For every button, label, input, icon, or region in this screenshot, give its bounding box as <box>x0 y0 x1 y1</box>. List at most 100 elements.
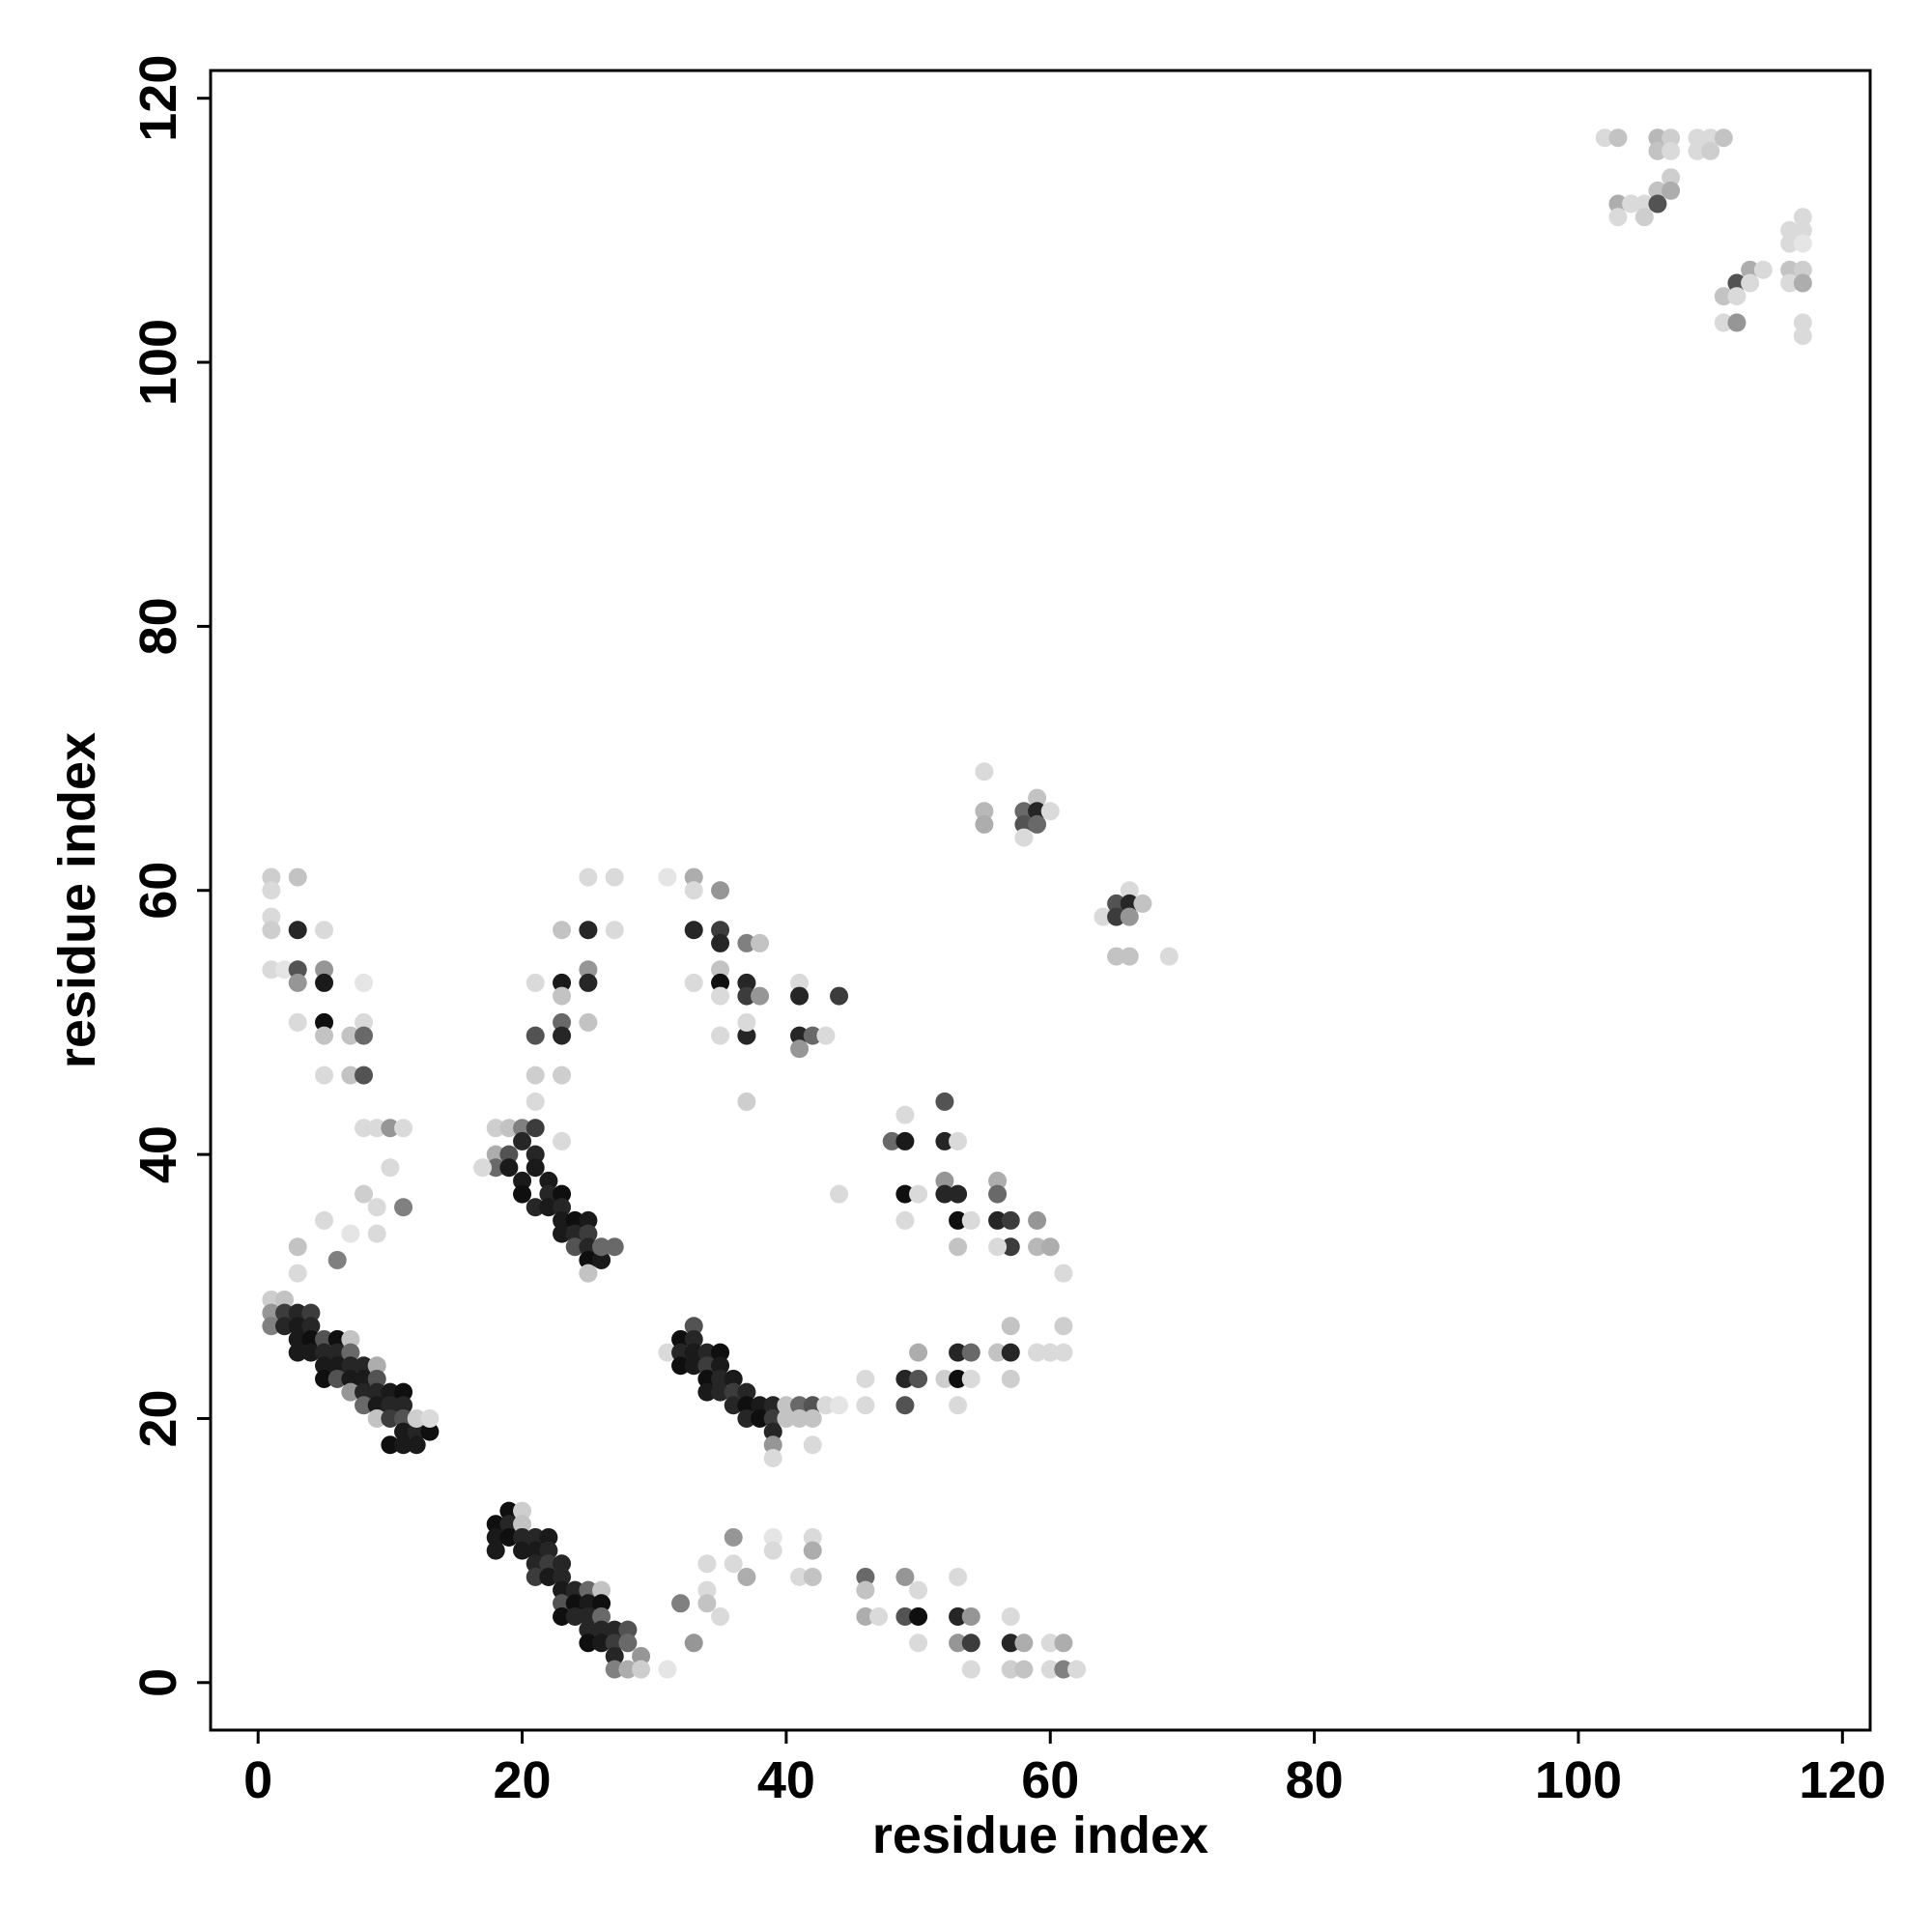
x-tick-label: 0 <box>243 1751 272 1809</box>
contact-point <box>1028 1210 1047 1230</box>
contact-point <box>909 1634 928 1653</box>
contact-point <box>579 960 598 980</box>
contact-point <box>711 881 730 900</box>
contact-point <box>1701 128 1720 148</box>
contact-point <box>949 1184 968 1204</box>
contact-point <box>288 1329 307 1349</box>
contact-point <box>988 1210 1008 1230</box>
contact-point <box>565 1594 584 1613</box>
contact-point <box>539 1198 558 1217</box>
contact-point <box>1001 1634 1020 1653</box>
contact-point <box>288 960 307 980</box>
contact-point <box>407 1422 426 1441</box>
contact-point <box>1608 208 1628 227</box>
x-tick-label: 40 <box>757 1751 815 1809</box>
contact-point <box>579 1250 598 1269</box>
contact-point <box>1793 273 1812 293</box>
contact-point <box>803 1435 822 1455</box>
contact-point <box>790 986 810 1006</box>
contact-point <box>1595 128 1614 148</box>
contact-point <box>288 1303 307 1322</box>
contact-point <box>618 1634 638 1653</box>
contact-point <box>895 1184 915 1204</box>
contact-point <box>579 1264 598 1283</box>
contact-point <box>513 1501 532 1520</box>
contact-point <box>961 1210 980 1230</box>
contact-point <box>1001 1237 1020 1257</box>
contact-point <box>856 1606 875 1626</box>
contact-point <box>301 1317 321 1336</box>
contact-point <box>1054 1343 1073 1362</box>
contact-point <box>684 1356 703 1376</box>
contact-point <box>988 1171 1008 1190</box>
contact-point <box>579 1237 598 1257</box>
contact-point <box>1662 181 1681 200</box>
contact-point <box>671 1329 691 1349</box>
contact-point <box>394 1119 413 1138</box>
contact-point <box>1054 1660 1073 1679</box>
y-tick-label: 100 <box>129 319 187 406</box>
contact-point <box>355 1356 374 1376</box>
contact-point <box>262 960 281 980</box>
contact-point <box>394 1198 413 1217</box>
contact-point <box>579 1634 598 1653</box>
contact-point <box>816 1396 836 1415</box>
contact-point <box>1014 1634 1034 1653</box>
contact-point <box>737 1012 756 1032</box>
contact-point <box>592 1580 611 1600</box>
contact-point <box>763 1422 782 1441</box>
contact-point <box>1780 260 1800 279</box>
contact-point <box>1107 907 1126 926</box>
contact-point <box>882 1131 901 1151</box>
contact-point <box>632 1646 651 1665</box>
contact-point <box>275 1303 295 1322</box>
contact-point <box>553 1606 572 1626</box>
contact-point <box>751 1396 770 1415</box>
contact-point <box>895 1606 915 1626</box>
contact-point <box>1714 287 1733 306</box>
contact-point <box>909 1343 928 1362</box>
contact-point <box>949 1567 968 1586</box>
contact-point <box>724 1369 743 1388</box>
contact-point <box>327 1356 347 1376</box>
contact-point <box>618 1660 638 1679</box>
contact-point <box>605 1660 624 1679</box>
contact-point <box>420 1408 440 1428</box>
contact-point <box>724 1554 743 1574</box>
contact-point <box>499 1527 519 1547</box>
contact-point <box>697 1343 717 1362</box>
contact-point <box>486 1145 505 1164</box>
contact-point <box>394 1422 413 1441</box>
contact-point <box>315 1065 334 1085</box>
contact-point <box>367 1396 386 1415</box>
contact-point <box>539 1554 558 1574</box>
y-tick-label: 40 <box>129 1125 187 1183</box>
contact-point <box>763 1396 782 1415</box>
contact-point <box>565 1237 584 1257</box>
contact-point <box>1001 1660 1020 1679</box>
contact-point <box>697 1554 717 1574</box>
contact-point <box>553 1131 572 1151</box>
contact-point <box>830 1396 849 1415</box>
contact-point <box>553 1554 572 1574</box>
contact-point <box>1014 802 1034 821</box>
contact-point <box>961 1660 980 1679</box>
contact-point <box>539 1567 558 1586</box>
contact-point <box>579 921 598 940</box>
x-tick-label: 120 <box>1799 1751 1886 1809</box>
contact-point <box>763 1435 782 1455</box>
contact-point <box>1001 1606 1020 1626</box>
contact-point <box>288 1264 307 1283</box>
contact-point <box>355 973 374 992</box>
contact-point <box>790 1396 810 1415</box>
contact-point <box>1001 1210 1020 1230</box>
contact-point <box>592 1606 611 1626</box>
contact-point <box>262 1290 281 1309</box>
contact-point <box>367 1198 386 1217</box>
contact-point <box>315 1329 334 1349</box>
contact-point <box>553 1026 572 1045</box>
contact-point <box>579 973 598 992</box>
contact-point <box>499 1515 519 1534</box>
contact-point <box>975 802 994 821</box>
contact-point <box>579 1594 598 1613</box>
